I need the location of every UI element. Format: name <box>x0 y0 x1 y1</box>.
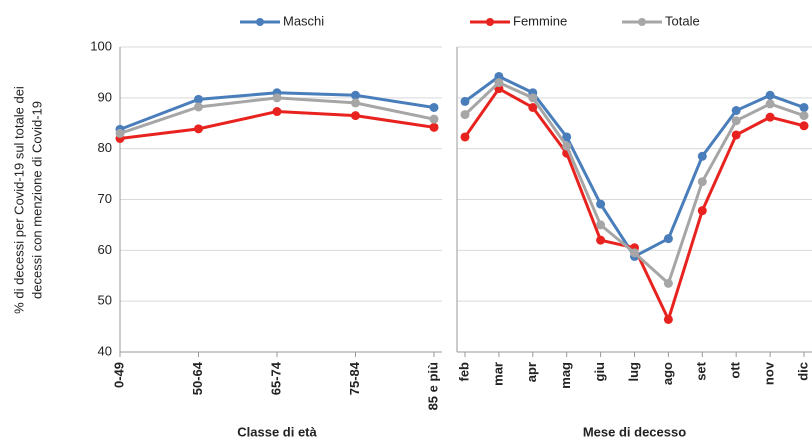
x-tick-label: mag <box>558 362 573 389</box>
legend-label: Maschi <box>283 13 324 28</box>
point <box>429 122 439 132</box>
x-tick-label: feb <box>456 362 471 382</box>
point <box>663 314 673 324</box>
y-tick-label: 70 <box>98 191 112 206</box>
point <box>799 111 809 121</box>
point <box>562 132 572 142</box>
point <box>194 124 203 134</box>
y-tick-label: 40 <box>98 343 112 358</box>
series-line <box>464 74 805 259</box>
x-tick-label: lug <box>626 362 641 382</box>
point <box>697 151 707 161</box>
point <box>272 93 282 103</box>
legend-marker <box>256 18 264 26</box>
point <box>460 96 470 106</box>
point <box>272 107 282 117</box>
point <box>799 121 809 131</box>
y-axis-label: % di decessi per Covid-19 sul totale dei <box>11 86 26 314</box>
x-tick-label: 0-49 <box>111 362 126 388</box>
legend-marker <box>486 18 494 26</box>
point <box>528 102 538 112</box>
point <box>460 132 470 142</box>
point <box>528 93 538 103</box>
point <box>731 116 741 126</box>
point <box>765 90 775 100</box>
point <box>731 106 741 116</box>
point <box>765 99 775 109</box>
x-tick-label: 65-74 <box>268 361 283 395</box>
point <box>731 130 741 140</box>
point <box>429 102 439 112</box>
legend-marker <box>638 18 646 26</box>
legend-label: Totale <box>665 13 700 28</box>
point <box>429 114 439 124</box>
point <box>562 141 572 151</box>
x-tick-label: 75-84 <box>347 361 362 395</box>
x-axis-label: Classe di età <box>237 424 317 439</box>
point <box>460 110 470 120</box>
legend-label: Femmine <box>513 13 567 28</box>
y-tick-label: 100 <box>90 38 112 53</box>
point <box>799 102 809 112</box>
series-line <box>463 86 805 324</box>
x-tick-label: giu <box>592 362 607 382</box>
point <box>765 112 775 122</box>
point <box>351 111 360 121</box>
point <box>596 199 606 209</box>
point <box>697 206 707 216</box>
x-tick-label: ott <box>728 361 743 378</box>
x-tick-label: set <box>694 361 709 380</box>
x-tick-label: 85 e più <box>425 362 440 410</box>
x-tick-label: apr <box>524 362 539 382</box>
point <box>115 128 125 138</box>
x-tick-label: 50-64 <box>190 361 205 395</box>
y-tick-label: 90 <box>98 89 112 104</box>
y-axis-label: decessi con menzione di Covid-19 <box>29 101 44 299</box>
point <box>596 235 606 245</box>
x-tick-label: dic <box>795 362 810 381</box>
point <box>194 102 203 112</box>
point <box>663 278 673 288</box>
x-tick-label: mar <box>490 362 505 386</box>
point <box>351 90 360 100</box>
point <box>194 94 203 104</box>
x-axis-label: Mese di decesso <box>583 424 686 439</box>
point <box>351 98 360 108</box>
x-tick-label: ago <box>660 362 675 385</box>
point <box>697 177 707 187</box>
point <box>596 220 606 230</box>
point <box>494 78 504 88</box>
y-tick-label: 80 <box>98 140 112 155</box>
y-tick-label: 60 <box>98 242 112 257</box>
x-tick-label: nov <box>762 361 777 385</box>
point <box>663 234 673 244</box>
y-tick-label: 50 <box>98 293 112 308</box>
point <box>630 248 639 258</box>
